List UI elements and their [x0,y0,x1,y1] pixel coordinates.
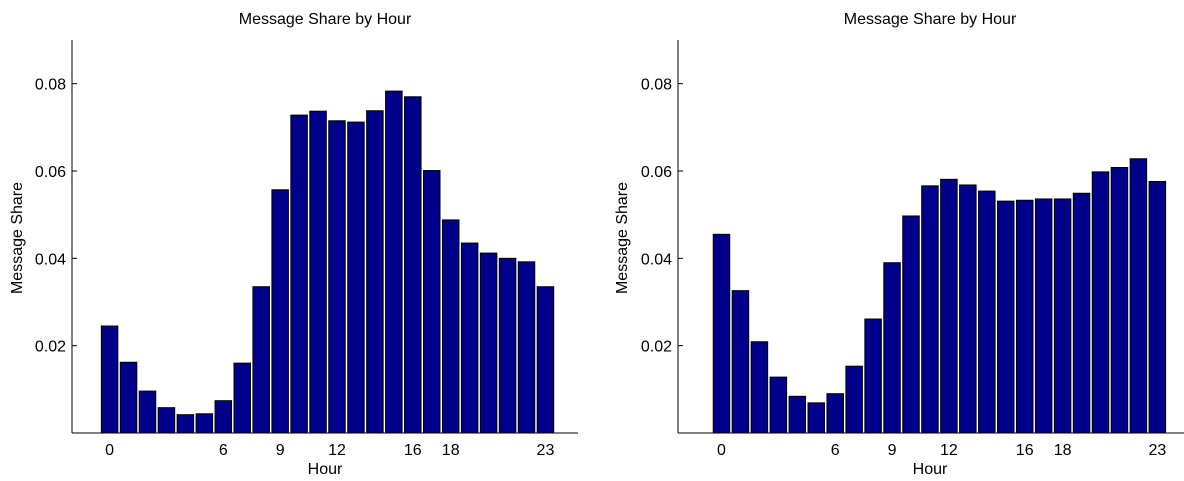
bar-hour-19 [460,242,479,434]
x-tick-label: 12 [940,442,958,459]
bar-hour-14 [978,190,996,434]
chart-right: Message Share by Hour Hour Message Share… [614,11,1184,478]
x-tick-label: 18 [442,442,460,459]
bar-hour-23 [536,286,555,434]
bar-hour-15 [997,200,1015,434]
bar-hour-21 [498,257,517,434]
bar-hour-7 [233,362,251,434]
x-tick-label: 18 [1054,442,1072,459]
x-tick-label: 6 [831,442,840,459]
x-tick-label: 0 [717,442,726,459]
y-tick-label: 0.04 [641,251,672,268]
x-tick-label: 9 [276,442,285,459]
x-tick-label: 16 [1016,442,1034,459]
bar-hour-18 [441,219,460,434]
bar-hour-16 [1015,199,1034,434]
bar-hour-12 [328,120,346,434]
x-tick-label: 12 [328,442,346,459]
y-axis-label: Message Share [614,182,631,294]
y-ticks: 0.02 0.04 0.06 0.08 [641,77,683,356]
x-ticks: 0 6 9 12 16 18 23 [105,442,554,459]
bar-hour-7 [845,365,863,434]
bar-hour-23 [1148,180,1167,434]
x-tick-label: 6 [219,442,228,459]
bar-hour-8 [864,318,882,434]
bar-hour-3 [157,407,176,434]
bar-hour-17 [1034,198,1053,434]
bar-hour-2 [138,390,157,434]
bar-hour-11 [921,185,939,434]
x-axis-label: Hour [308,461,343,478]
bar-hour-22 [1129,158,1148,434]
bar-hour-13 [347,121,365,434]
bar-hour-8 [252,286,270,434]
bar-hour-20 [479,252,498,434]
bar-hour-16 [404,96,422,434]
bar-hour-14 [366,110,384,434]
y-tick-label: 0.06 [641,164,672,181]
bar-hour-5 [807,402,825,434]
bar-hour-0 [100,325,119,434]
y-tick-label: 0.02 [641,339,672,356]
bar-hour-2 [750,341,769,434]
x-tick-label: 23 [537,442,555,459]
bar-hour-15 [385,90,403,434]
bar-hour-6 [826,393,844,434]
x-ticks: 0 6 9 12 16 18 23 [717,442,1166,459]
bar-hour-5 [195,413,214,434]
bar-hour-1 [119,361,138,434]
chart-title: Message Share by Hour [844,11,1017,28]
y-axis-label: Message Share [9,182,26,294]
bar-hour-11 [309,110,327,434]
x-tick-label: 9 [888,442,897,459]
bars [712,158,1167,434]
bar-hour-22 [517,261,536,434]
y-tick-label: 0.02 [35,339,66,356]
bar-hour-12 [940,178,958,434]
x-tick-label: 16 [404,442,422,459]
bar-hour-17 [423,170,441,434]
bar-hour-19 [1072,192,1091,434]
bar-hour-4 [176,414,195,434]
bar-hour-4 [788,395,807,434]
bar-hour-9 [883,262,901,434]
bar-hour-20 [1091,171,1110,434]
bar-hour-13 [959,184,977,434]
y-tick-label: 0.04 [35,251,66,268]
bar-hour-10 [902,215,920,434]
chart-title: Message Share by Hour [239,11,412,28]
bar-hour-3 [769,376,788,434]
bar-hour-18 [1053,198,1072,434]
x-tick-label: 0 [105,442,114,459]
bar-hour-21 [1110,167,1129,434]
y-tick-label: 0.08 [641,77,672,94]
bar-hour-9 [271,189,289,434]
bars [100,90,555,434]
bar-hour-6 [214,400,233,434]
y-ticks: 0.02 0.04 0.06 0.08 [35,77,77,356]
chart-left: Message Share by Hour Hour Message Share… [9,11,578,478]
x-axis-label: Hour [913,461,948,478]
bar-hour-1 [731,290,750,434]
bar-hour-10 [290,114,308,434]
bar-hour-0 [712,233,731,434]
y-tick-label: 0.06 [35,164,66,181]
y-tick-label: 0.08 [35,77,66,94]
x-tick-label: 23 [1148,442,1166,459]
